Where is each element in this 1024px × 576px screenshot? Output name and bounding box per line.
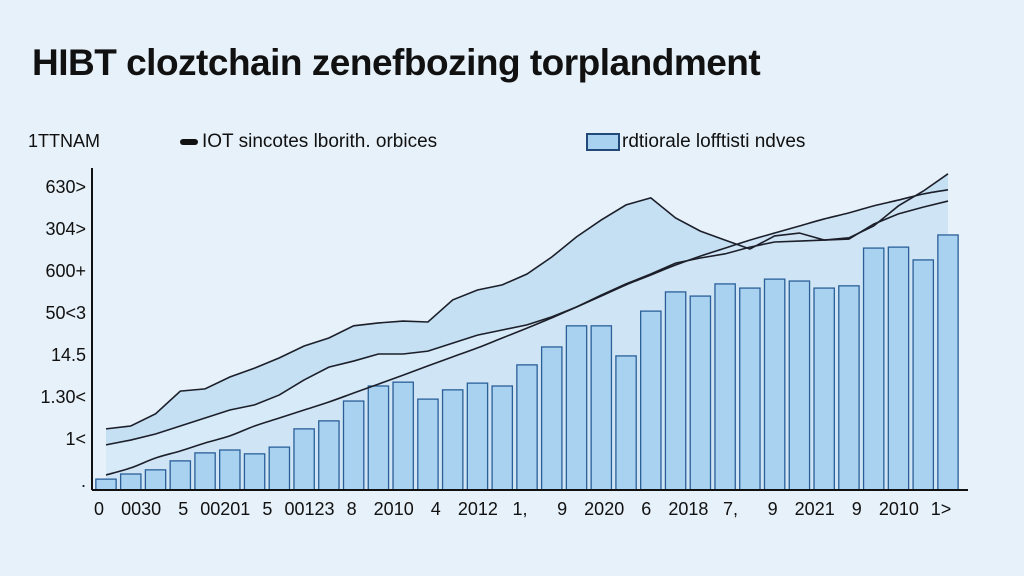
bar-7 xyxy=(243,453,266,491)
bar-34 xyxy=(912,259,935,491)
legend-bar-label: rdtiorale lofftisti ndves xyxy=(622,131,806,152)
y-tick-label: 1< xyxy=(65,429,86,449)
bar-24 xyxy=(664,291,687,491)
x-tick-label: 2021 xyxy=(795,499,835,519)
bar-11 xyxy=(342,400,365,491)
bar-13 xyxy=(392,381,414,491)
bar-29 xyxy=(788,280,811,491)
bar-32 xyxy=(862,247,885,491)
x-tick-label: 6 xyxy=(641,499,651,519)
upper-line xyxy=(105,173,949,430)
bar-17 xyxy=(491,385,514,491)
x-tick-label: 4 xyxy=(431,499,441,519)
bar-9 xyxy=(293,428,315,491)
y-tick-label: 1.30< xyxy=(40,387,86,407)
y-tick-label: 14.5 xyxy=(51,345,86,365)
bar-26 xyxy=(714,283,736,491)
legend-item-line: IOT sincotes lborith. orbices xyxy=(180,131,437,153)
series-line-iot xyxy=(105,189,949,476)
chart-title: HIBT cloztchain zenefbozing torplandment xyxy=(32,42,761,83)
bar-1 xyxy=(95,478,117,491)
bar-8 xyxy=(268,446,291,491)
bar-22 xyxy=(615,355,637,491)
bar-6 xyxy=(219,449,241,491)
x-tick-label: 9 xyxy=(557,499,567,519)
x-tick-label: 9 xyxy=(852,499,862,519)
x-tick-label: 5 xyxy=(178,499,188,519)
bar-10 xyxy=(318,420,340,491)
bar-31 xyxy=(838,285,860,491)
x-tick-label: 7, xyxy=(723,499,738,519)
x-tick-label: 9 xyxy=(768,499,778,519)
legend-line-swatch xyxy=(180,139,198,145)
bar-27 xyxy=(739,287,761,491)
x-tick-label: 0030 xyxy=(121,499,161,519)
bar-2 xyxy=(119,473,142,491)
bar-19 xyxy=(540,346,563,491)
bar-33 xyxy=(887,246,910,491)
legend-line-label: IOT sincotes lborith. orbices xyxy=(202,131,438,152)
bar-23 xyxy=(640,310,662,491)
y-tick-label: . xyxy=(81,471,86,491)
bar-16 xyxy=(466,382,489,491)
y-tick-label: 50<3 xyxy=(45,303,86,323)
x-tick-label: 2010 xyxy=(879,499,919,519)
y-tick-label: 630> xyxy=(45,177,86,197)
bar-12 xyxy=(367,385,390,491)
mid-band-area xyxy=(106,189,948,490)
x-tick-label: 2020 xyxy=(584,499,624,519)
x-tick-label: 0 xyxy=(94,499,104,519)
bar-15 xyxy=(441,389,464,491)
x-tick-label: 00201 xyxy=(200,499,250,519)
y-tick-label: 304> xyxy=(45,219,86,239)
legend-bar-swatch xyxy=(586,133,620,151)
x-tick-label: 2018 xyxy=(668,499,708,519)
y-axis-label: 1TTNAM xyxy=(28,131,100,151)
bar-3 xyxy=(144,469,167,491)
bar-20 xyxy=(565,325,588,491)
bar-35 xyxy=(937,234,959,491)
bar-25 xyxy=(689,295,712,491)
bar-30 xyxy=(813,287,835,491)
bar-21 xyxy=(590,325,613,491)
bar-28 xyxy=(763,278,786,491)
bar-18 xyxy=(516,364,538,491)
x-tick-label: 2012 xyxy=(458,499,498,519)
bar-14 xyxy=(417,398,439,491)
bar-5 xyxy=(194,452,216,491)
x-tick-label: 00123 xyxy=(284,499,334,519)
legend-item-bar: rdtiorale lofftisti ndves xyxy=(586,131,805,153)
lower-line xyxy=(105,200,949,446)
x-tick-label: 2010 xyxy=(374,499,414,519)
x-tick-label: 1, xyxy=(512,499,527,519)
y-tick-label: 600+ xyxy=(45,261,86,281)
x-tick-label: 5 xyxy=(262,499,272,519)
x-tick-label: 8 xyxy=(347,499,357,519)
bar-4 xyxy=(169,460,192,491)
x-tick-label: 1> xyxy=(931,499,952,519)
